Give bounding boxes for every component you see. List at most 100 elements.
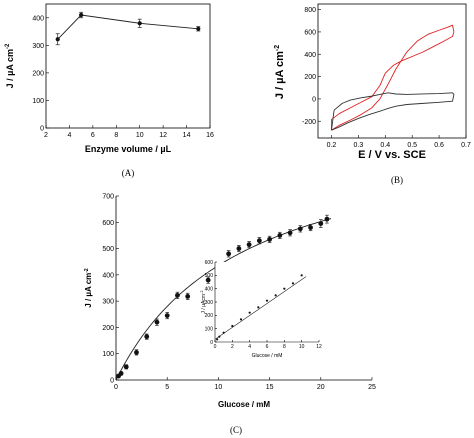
- inset-data-point: [265, 299, 269, 302]
- plot-frame-b: [317, 3, 467, 139]
- x-tick-label: 0: [114, 384, 118, 391]
- data-point: [277, 233, 283, 238]
- y-tick-label: 500: [102, 246, 114, 253]
- data-point: [297, 226, 303, 232]
- series-line-a: [57, 14, 199, 40]
- y-tick-label: 0: [40, 126, 44, 133]
- y-tick-label: 100: [32, 98, 44, 105]
- y-tick-label: 0: [312, 96, 316, 103]
- x-tick-label: 2: [44, 132, 48, 139]
- data-point: [287, 230, 293, 236]
- inset-data-point: [216, 338, 219, 341]
- data-point: [55, 37, 60, 42]
- y-tick-label: -200: [302, 119, 316, 126]
- x-tick-label: 0.6: [434, 142, 444, 149]
- y-axis-label-b: J / µA cm-2: [274, 45, 286, 99]
- y-tick-label: 200: [205, 313, 214, 319]
- inset-fit-line: [214, 276, 307, 340]
- panel-label-c: (C): [230, 425, 242, 435]
- y-tick-label: 400: [32, 15, 44, 22]
- y-tick-label: 400: [205, 286, 214, 292]
- data-point: [318, 221, 324, 227]
- x-axis-label-b: E / V vs. SCE: [358, 149, 426, 161]
- x-tick-label: 6: [91, 132, 95, 139]
- y-tick-label: 0: [210, 340, 213, 346]
- inset-background: [215, 262, 319, 342]
- inset-data-point: [222, 331, 225, 334]
- data-point: [267, 236, 272, 242]
- x-tick-label: 14: [183, 132, 191, 139]
- x-tick-label: 0.7: [461, 142, 471, 149]
- x-tick-label: 2: [231, 344, 234, 350]
- data-point: [137, 21, 142, 26]
- inset-data-point: [274, 294, 277, 297]
- x-tick-label: 5: [165, 384, 169, 391]
- data-point: [154, 319, 160, 325]
- data-point: [123, 364, 129, 370]
- inset-data-point: [300, 274, 303, 277]
- y-tick-label: 400: [102, 272, 114, 279]
- y-tick-label: 200: [102, 325, 114, 332]
- inset-data-point: [257, 306, 260, 309]
- x-tick-label: 12: [159, 132, 167, 139]
- data-point: [164, 313, 170, 318]
- x-tick-label: 25: [368, 384, 376, 391]
- x-axis-label-c: Glucose / mM: [218, 400, 270, 409]
- x-tick-label: 10: [136, 132, 144, 139]
- x-tick-label: 0.2: [327, 142, 337, 149]
- y-tick-label: 300: [102, 299, 114, 306]
- y-tick-label: 300: [32, 43, 44, 50]
- x-tick-label: 0: [214, 344, 217, 350]
- data-point: [324, 216, 330, 222]
- inset-x-axis-label: Glucose / mM: [252, 353, 283, 359]
- chart-panel-b: 0.2 0.3 0.4 0.5 0.6 0.7 -200 0 200 400 600 800 E / …: [274, 3, 471, 185]
- y-tick-label: 200: [32, 70, 44, 77]
- x-tick-label: 0.3: [353, 142, 363, 149]
- y-tick-label: 300: [205, 300, 214, 306]
- panel-label-a: (A): [122, 168, 135, 178]
- data-point: [134, 350, 139, 355]
- x-tick-label: 6: [266, 344, 269, 350]
- y-tick-label: 600: [304, 29, 316, 36]
- inset-data-point: [239, 318, 243, 321]
- y-tick-label: 200: [304, 74, 316, 81]
- data-point: [118, 371, 124, 376]
- data-point: [308, 225, 313, 230]
- x-tick-label: 10: [299, 344, 305, 350]
- x-tick-label: 8: [283, 344, 286, 350]
- x-tick-label: 8: [114, 132, 118, 139]
- data-point: [196, 26, 201, 31]
- x-tick-label: 0.4: [380, 142, 390, 149]
- chart-inset-c: 0 2 4 6 8 10 12 0 100 200 300 400 500 600 Glucose / m…: [199, 260, 322, 359]
- data-point: [175, 292, 180, 298]
- x-tick-label: 4: [248, 344, 251, 350]
- x-tick-label: 4: [67, 132, 71, 139]
- y-tick-label: 400: [304, 52, 316, 59]
- inset-data-point: [283, 287, 286, 290]
- chart-panel-a: 2 4 6 8 10 12 14 16 0 100 200 300 400 Enzyme volume …: [5, 3, 214, 178]
- y-tick-label: 100: [205, 326, 214, 332]
- x-axis-label-a: Enzyme volume / µL: [85, 144, 172, 154]
- data-point: [256, 238, 262, 244]
- y-tick-label: 600: [205, 260, 214, 266]
- y-tick-label: 100: [102, 351, 114, 358]
- y-tick-label: 500: [205, 273, 214, 279]
- data-point: [144, 334, 150, 340]
- plot-frame-a: [45, 3, 211, 129]
- data-point: [226, 251, 232, 257]
- x-tick-label: 15: [266, 384, 274, 391]
- x-tick-label: 10: [215, 384, 223, 391]
- y-tick-label: 600: [102, 220, 114, 227]
- y-axis-label-c: J / µA cm-2: [84, 268, 93, 308]
- y-tick-label: 800: [304, 7, 316, 14]
- inset-data-point: [218, 335, 221, 338]
- y-tick-label: 0: [110, 378, 114, 385]
- cv-curve-2: [331, 92, 455, 131]
- panel-label-b: (B): [391, 175, 403, 185]
- data-point: [205, 277, 211, 283]
- inset-data-point: [291, 282, 295, 285]
- x-tick-label: 0.5: [407, 142, 417, 149]
- data-point: [79, 12, 84, 18]
